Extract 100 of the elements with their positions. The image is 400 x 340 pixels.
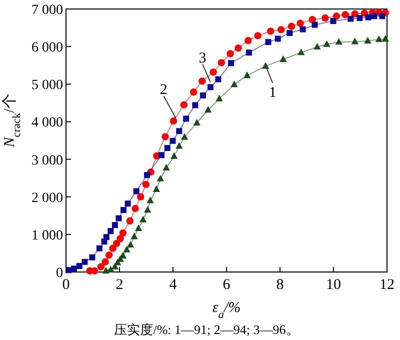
- point: [356, 15, 363, 22]
- annotation: 2: [160, 82, 168, 98]
- point: [89, 254, 96, 260]
- point: [342, 11, 349, 18]
- point: [102, 266, 110, 274]
- point: [126, 217, 134, 225]
- point: [137, 193, 144, 200]
- point: [96, 245, 102, 252]
- point: [164, 145, 170, 152]
- y-tick-label: 7 000: [32, 3, 63, 18]
- point: [216, 94, 223, 102]
- point: [330, 18, 336, 24]
- point: [76, 262, 82, 269]
- point: [382, 35, 389, 42]
- point: [130, 232, 138, 240]
- y-tick-label: 0: [56, 266, 63, 281]
- point: [108, 228, 114, 234]
- point: [176, 128, 182, 134]
- point: [210, 68, 217, 76]
- point: [288, 22, 296, 30]
- y-tick-label: 4 000: [32, 116, 63, 131]
- point: [82, 258, 88, 265]
- point: [243, 72, 251, 78]
- point: [112, 222, 118, 228]
- point: [280, 55, 287, 62]
- point: [144, 172, 150, 178]
- point: [364, 36, 372, 44]
- point: [176, 142, 183, 149]
- point: [298, 48, 305, 56]
- point: [332, 12, 340, 20]
- point: [230, 80, 238, 88]
- point: [198, 78, 206, 85]
- point: [111, 262, 119, 270]
- point: [286, 30, 293, 36]
- point: [215, 76, 222, 82]
- point: [156, 174, 164, 182]
- point: [348, 16, 354, 22]
- point: [105, 251, 113, 259]
- point: [183, 116, 190, 122]
- point: [204, 106, 212, 113]
- point: [102, 258, 109, 266]
- point: [274, 36, 281, 42]
- point: [371, 13, 378, 20]
- x-tick-label: 12: [380, 277, 394, 293]
- point: [91, 267, 98, 274]
- point: [265, 39, 272, 46]
- point: [226, 50, 234, 58]
- point: [107, 266, 114, 272]
- point: [200, 92, 206, 98]
- point: [170, 152, 178, 159]
- point: [277, 26, 285, 34]
- point: [244, 36, 252, 44]
- point: [351, 38, 358, 44]
- point: [234, 44, 242, 52]
- y-tick-label: 1 000: [32, 228, 63, 244]
- point: [190, 88, 198, 96]
- y-tick-label: 3 000: [32, 153, 63, 168]
- point: [218, 59, 226, 66]
- annotation: 1: [268, 84, 276, 101]
- point: [97, 263, 105, 270]
- point: [162, 164, 170, 171]
- point: [193, 118, 200, 126]
- point: [267, 28, 274, 35]
- point: [142, 180, 150, 188]
- point: [132, 204, 139, 212]
- point: [162, 133, 169, 140]
- point: [375, 35, 383, 42]
- x-tick-label: 10: [326, 277, 341, 293]
- y-tick-label: 5 000: [32, 78, 63, 94]
- x-axis-title: ε$_{a}$/%: [212, 300, 241, 321]
- point: [123, 246, 130, 252]
- point: [71, 266, 78, 272]
- point: [312, 22, 318, 28]
- point: [254, 32, 262, 40]
- point: [103, 234, 110, 240]
- point: [351, 10, 358, 18]
- point: [152, 185, 160, 192]
- point: [133, 188, 140, 194]
- point: [116, 215, 122, 222]
- x-tick-label: 4: [169, 277, 178, 293]
- point: [322, 14, 329, 22]
- point: [246, 50, 252, 56]
- point: [170, 117, 178, 125]
- y-tick-label: 6 000: [32, 40, 63, 56]
- point: [379, 13, 386, 20]
- point: [314, 42, 321, 50]
- point: [134, 224, 142, 232]
- point: [116, 234, 124, 242]
- x-tick-label: 2: [116, 277, 124, 293]
- x-tick-label: 6: [222, 277, 231, 293]
- point: [119, 229, 127, 237]
- annotation: 3: [198, 50, 206, 66]
- x-tick-label: 8: [276, 277, 284, 293]
- point: [66, 267, 72, 274]
- point: [146, 196, 154, 204]
- point: [192, 102, 198, 108]
- point: [120, 207, 127, 214]
- point: [124, 200, 131, 207]
- point: [158, 152, 164, 158]
- point: [323, 40, 330, 47]
